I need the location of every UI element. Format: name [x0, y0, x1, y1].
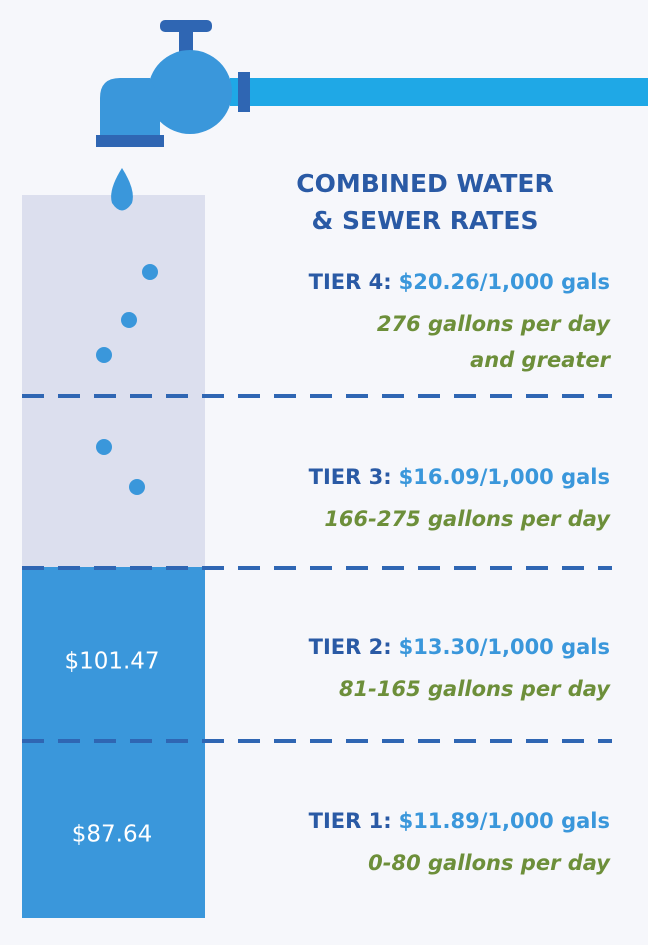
title: COMBINED WATER: [296, 169, 554, 198]
infographic: COMBINED WATER & SEWER RATES TIER 4: $20.26…: [0, 0, 648, 945]
tier-usage: 0-80 gallons per day: [368, 851, 611, 875]
tier-usage: 166-275 gallons per day: [324, 507, 611, 531]
tier-heading: TIER 1: $11.89/1,000 gals: [309, 809, 610, 833]
column-upper: [22, 195, 205, 567]
tier-usage: and greater: [470, 348, 612, 372]
title: & SEWER RATES: [312, 206, 539, 235]
tier-heading: TIER 2: $13.30/1,000 gals: [309, 635, 610, 659]
tier-rate: $13.30/1,000 gals: [399, 635, 610, 659]
tier-label: TIER 3:: [309, 465, 392, 489]
bill-amount: $101.47: [64, 649, 159, 675]
tier-label: TIER 1:: [309, 809, 392, 833]
tier-rate: $11.89/1,000 gals: [399, 809, 610, 833]
tier-heading: TIER 4: $20.26/1,000 gals: [309, 270, 610, 294]
tier-label: TIER 4:: [309, 270, 392, 294]
tier-heading: TIER 3: $16.09/1,000 gals: [309, 465, 610, 489]
tier-usage: 276 gallons per day: [377, 312, 611, 336]
tier-usage: 81-165 gallons per day: [339, 677, 611, 701]
tier-label: TIER 2:: [309, 635, 392, 659]
tier-rate: $16.09/1,000 gals: [399, 465, 610, 489]
bill-amount: $87.64: [72, 822, 152, 848]
tier-rate: $20.26/1,000 gals: [399, 270, 610, 294]
